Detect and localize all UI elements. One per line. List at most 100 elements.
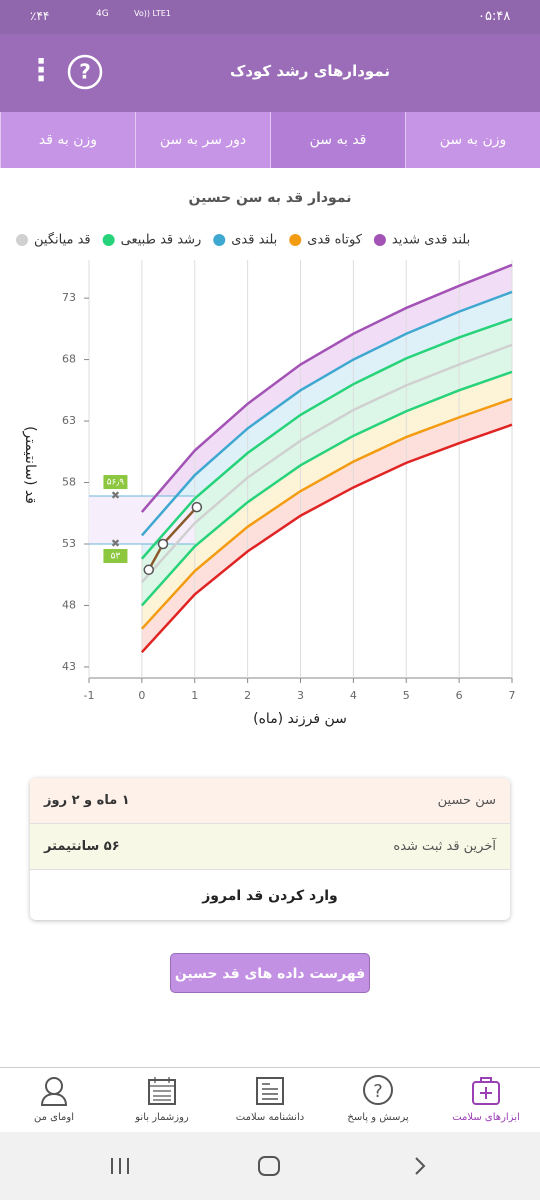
svg-text:?: ? [79,60,91,84]
series-line [140,290,513,537]
info-row: سن حسین ۱ ماه و ۲ روز [30,778,510,824]
nav-label: روزشمار بانو [135,1112,189,1123]
x-tick-label: 7 [509,689,516,702]
nav-item[interactable]: روزشمار بانو [112,1068,212,1133]
band-fill [141,319,512,583]
range-box [89,496,195,544]
menu-button[interactable]: ⋮ [26,53,56,88]
nav-label: پرسش و پاسخ [347,1112,409,1123]
legend-label: رشد قد طبیعی [121,233,202,248]
marker-label: ۵۳ [111,551,121,561]
y-tick-label: 58 [62,476,76,489]
chart: نمودار قد به سن حسین قد میانگین رشد قد طبی… [16,190,516,727]
y-tick-label: 73 [62,291,76,304]
series-line [140,317,513,560]
legend-marker [213,234,226,246]
band-fill [141,264,512,536]
info-value: ۱ ماه و ۲ روز [44,793,130,808]
series-line [140,263,513,513]
nav-item[interactable]: ابزارهای سلامت [436,1068,536,1133]
nav-icon [40,1077,68,1106]
nav-icon [472,1077,500,1105]
range-marker: ✖ [111,537,120,550]
band-fill [141,291,512,559]
info-card: سن حسین ۱ ماه و ۲ روز آخرین قد ثبت شده ۵۶ س… [30,778,510,920]
x-tick-label: 0 [138,689,145,702]
network: 4G [96,9,109,19]
legend-label: بلند قدی [231,233,277,248]
nav-item[interactable]: دانشنامه سلامت [220,1068,320,1133]
x-axis-label: سن فرزند (ماه) [253,711,347,727]
tab[interactable]: وزن به سن [405,112,540,168]
y-axis-label: قد (سانتیمتر) [22,426,38,504]
y-tick-label: 48 [62,598,76,611]
legend-marker [289,234,302,246]
marker-label: ۵۶٫۹ [107,478,125,488]
child-point [191,501,203,513]
series-line [140,423,513,654]
recents-button[interactable] [111,1158,129,1174]
nav-label: اومای من [34,1112,74,1123]
svg-text:?: ? [373,1081,383,1102]
system-buttons [111,1156,426,1176]
tab[interactable]: دور سر به سن [135,112,270,168]
tab[interactable]: قد به سن [270,112,405,168]
legend-marker [373,234,386,246]
y-tick-label: 63 [62,414,76,427]
x-tick-label: 5 [403,689,410,702]
tab-bar: وزن به سن قد به سن دور سر به سن وزن به قد [0,112,540,168]
x-tick-label: 6 [456,689,463,702]
status-bar: ٪۴۴ 4G Vo)) LTE1 ۰۵:۴۸ [0,0,540,34]
x-tick-label: 2 [244,689,251,702]
marker-badge [103,548,128,563]
x-tick-label: -1 [84,689,95,702]
app-header: ⋮ ? نمودارهای رشد کودک [0,34,540,112]
child-point [143,564,154,576]
range-marker: ✖ [111,489,120,502]
series-line [140,343,513,583]
info-label: آخرین قد ثبت شده [393,839,496,854]
info-row: آخرین قد ثبت شده ۵۶ سانتیمتر [30,824,510,870]
x-tick-label: 3 [297,689,304,702]
volte: Vo)) LTE1 [134,9,171,18]
y-tick-label: 43 [62,660,76,673]
marker-badge [103,475,128,490]
y-tick-label: 68 [62,353,76,366]
legend-marker [102,234,115,246]
legend-label: کوتاه قدی [307,233,362,248]
legend-label: بلند قدی شدید [392,233,470,248]
help-button[interactable]: ? [66,53,104,91]
band-fill [141,398,512,653]
y-tick-label: 53 [62,537,76,550]
battery: ٪۴۴ [30,9,50,23]
band-fill [141,371,512,629]
x-tick-label: 1 [191,689,198,702]
series-line [140,370,513,607]
chart-title: نمودار قد به سن حسین [189,190,352,206]
nav-icon [148,1077,176,1105]
tab[interactable]: وزن به قد [0,112,135,168]
nav-icon: ? [363,1075,393,1105]
nav-item[interactable]: اومای من [4,1068,104,1133]
system-nav [0,1132,540,1200]
child-point [157,538,169,550]
add-height-button[interactable]: وارد کردن قد امروز [202,888,338,904]
nav-icon [256,1077,284,1105]
list-button[interactable]: فهرست داده های قد حسین [170,953,370,993]
band-fill [141,344,512,606]
header-title: نمودارهای رشد کودک [229,62,390,80]
nav-label: ابزارهای سلامت [452,1112,520,1123]
clock: ۰۵:۴۸ [478,9,511,24]
home-button[interactable] [258,1156,280,1176]
bottom-nav: ابزارهای سلامت? پرسش و پاسخ دانشنامه سلامت… [0,1067,540,1133]
series-line [140,397,513,630]
legend-marker [16,234,28,246]
info-label: سن حسین [437,793,496,808]
info-value: ۵۶ سانتیمتر [44,839,120,854]
x-tick-label: 4 [350,689,357,702]
nav-label: دانشنامه سلامت [235,1112,305,1123]
legend-label: قد میانگین [34,232,91,248]
back-button[interactable] [415,1157,426,1175]
nav-item[interactable]: ? پرسش و پاسخ [328,1068,428,1133]
